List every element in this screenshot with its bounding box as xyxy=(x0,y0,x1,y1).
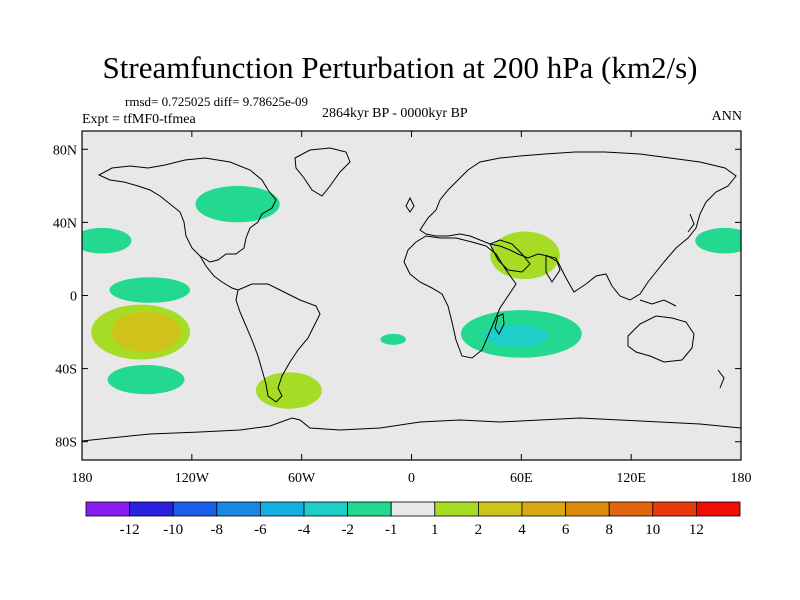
colorbar-swatch xyxy=(696,501,741,517)
colorbar-swatch xyxy=(390,501,436,517)
anomaly-s-pacific-low-neg xyxy=(107,364,185,395)
rmsd-label: rmsd= 0.725025 diff= 9.78625e-09 xyxy=(125,94,309,109)
colorbar-label: -12 xyxy=(120,522,140,538)
colorbar: -12 -10 -8 -6 -4 -2 -1 1 2 4 6 8 10 12 xyxy=(85,501,741,538)
lon-tick-label: 120E xyxy=(616,471,646,486)
anomaly-s-america-pos xyxy=(255,372,322,409)
lat-tick-label: 80S xyxy=(55,436,77,451)
lat-tick-label: 40N xyxy=(53,216,77,231)
lon-tick-label: 120W xyxy=(175,471,210,486)
anomaly-w-pacific-edge-neg xyxy=(82,227,132,254)
coastlines xyxy=(82,147,741,442)
colorbar-label: -1 xyxy=(385,522,398,538)
colorbar-swatch xyxy=(608,501,654,517)
colorbar-label: 8 xyxy=(605,522,613,538)
colorbar-swatch xyxy=(303,501,348,517)
map-axes: 80N 40N 0 40S 80S 180 120W 60W 0 60E 120E 180 xyxy=(53,131,752,486)
period-label: 2864kyr BP - 0000kyr BP xyxy=(322,106,468,121)
colorbar-swatch xyxy=(85,501,130,517)
lon-tick-label: 60E xyxy=(510,471,533,486)
colorbar-label: 6 xyxy=(562,522,570,538)
colorbar-label: -4 xyxy=(298,522,311,538)
colorbar-label: -6 xyxy=(254,522,267,538)
anomaly-indian-ocean-neg-inner xyxy=(482,324,549,347)
plot-title: Streamfunction Perturbation at 200 hPa (… xyxy=(102,50,698,85)
lat-tick-label: 0 xyxy=(70,290,77,305)
anomaly-e-asia-edge-neg xyxy=(695,227,741,254)
colorbar-swatch xyxy=(172,501,218,517)
colorbar-swatch xyxy=(652,501,697,517)
lon-tick-label: 60W xyxy=(288,471,316,486)
lat-tick-label: 40S xyxy=(55,363,77,378)
colorbar-label: 10 xyxy=(645,522,660,538)
lon-tick-label: 0 xyxy=(408,471,415,486)
colorbar-label: 2 xyxy=(475,522,483,538)
lat-tick-label: 80N xyxy=(53,143,77,158)
colorbar-swatch xyxy=(434,501,479,517)
colorbar-label: 1 xyxy=(431,522,439,538)
colorbar-label: 4 xyxy=(518,522,526,538)
anomaly-contours xyxy=(82,185,741,409)
colorbar-label: -8 xyxy=(211,522,224,538)
lon-tick-label: 180 xyxy=(72,471,93,486)
colorbar-swatch xyxy=(565,501,610,517)
colorbar-swatch xyxy=(216,501,261,517)
colorbar-label: -2 xyxy=(341,522,354,538)
experiment-label: Expt = tfMF0-tfmea xyxy=(82,112,196,127)
anomaly-s-pacific-pos-inner xyxy=(111,311,181,353)
colorbar-swatch xyxy=(259,501,305,517)
colorbar-label: 12 xyxy=(689,522,704,538)
anomaly-s-atlantic-small-neg xyxy=(380,333,407,345)
colorbar-swatch xyxy=(347,501,392,517)
colorbar-swatch xyxy=(521,501,566,517)
anomaly-arabia-pos xyxy=(490,231,560,280)
colorbar-swatch xyxy=(477,501,523,517)
anomaly-trop-pacific-neg xyxy=(109,277,191,303)
lon-tick-label: 180 xyxy=(731,471,752,486)
map-background xyxy=(82,131,741,460)
colorbar-label: -10 xyxy=(163,522,183,538)
anomaly-n-america-neg xyxy=(195,185,280,223)
colorbar-swatch xyxy=(129,501,174,517)
season-label: ANN xyxy=(711,109,742,124)
